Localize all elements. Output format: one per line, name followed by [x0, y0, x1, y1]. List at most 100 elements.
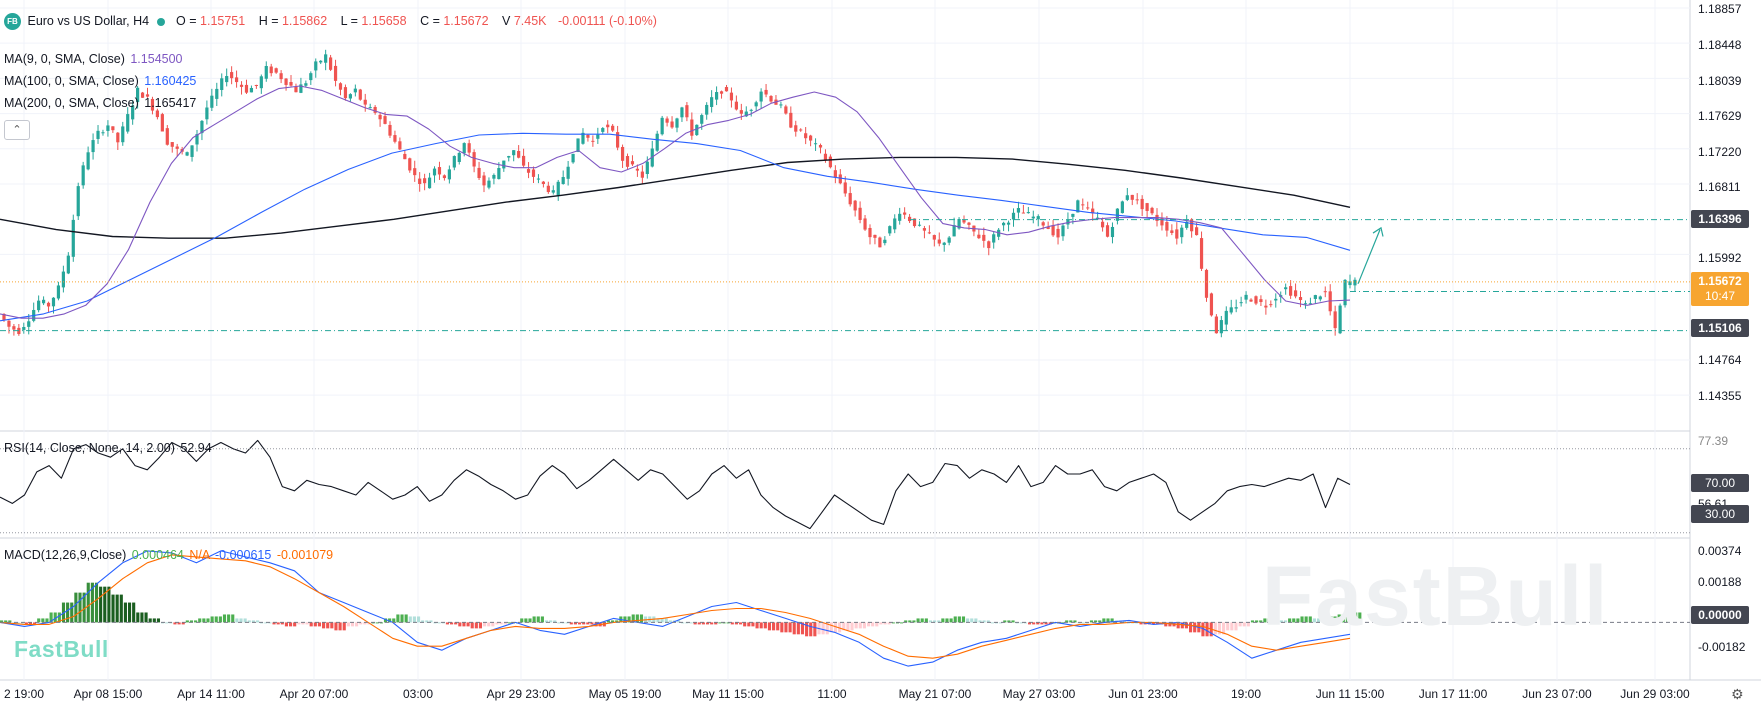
macd-hist-bar: [1358, 612, 1362, 623]
candle-body: [403, 153, 407, 160]
macd-hist-bar: [1180, 622, 1184, 629]
symbol-icon: FB: [4, 13, 21, 30]
candle-body: [462, 143, 466, 154]
macd-hist-bar: [520, 618, 524, 623]
candle-body: [398, 141, 402, 150]
symbol-title[interactable]: Euro vs US Dollar, H4: [27, 13, 150, 28]
gear-icon[interactable]: ⚙: [1731, 686, 1744, 702]
candle-body: [269, 66, 273, 74]
candle-body: [927, 232, 931, 234]
candle-body: [1214, 316, 1218, 334]
time-tick: Apr 08 15:00: [73, 687, 143, 701]
macd-hist-bar: [12, 622, 16, 624]
macd-hist-bar: [792, 622, 796, 635]
macd-hist-bar: [1073, 620, 1077, 623]
macd-hist-bar: [999, 622, 1003, 624]
candle-body: [710, 97, 714, 107]
macd-hist-bar: [850, 622, 854, 631]
macd-hist-bar: [1329, 616, 1333, 623]
macd-hist-bar: [796, 622, 800, 635]
price-tick: 1.18039: [1698, 74, 1742, 88]
macd-hist-bar: [416, 616, 421, 623]
macd-hist-value: 0.000464: [131, 548, 184, 562]
candle-body: [12, 326, 16, 330]
ma200-line: [0, 156, 1351, 239]
candle-body: [1199, 238, 1204, 269]
macd-hist-bar: [734, 622, 738, 625]
symbol-legend: FB Euro vs US Dollar, H4 O = 1.15751 H =…: [4, 13, 657, 30]
candle-body: [546, 185, 550, 193]
macd-hist-bar: [383, 618, 388, 623]
candle-body: [1006, 222, 1011, 225]
candle-body: [1135, 199, 1139, 201]
macd-hist-bar: [623, 616, 627, 623]
macd-hist-bar: [140, 612, 144, 623]
macd-hist-bar: [198, 618, 202, 623]
ma9-value: 1.154500: [130, 52, 183, 66]
rsi-legend[interactable]: RSI(14, Close, None, 14, 2.00) 52.94: [4, 441, 212, 455]
ohlc-close-key: C: [420, 13, 430, 28]
candle-body: [1194, 227, 1199, 236]
candle-body: [611, 125, 615, 131]
candle-body: [789, 112, 793, 128]
candle-body: [556, 181, 560, 196]
macd-hist-bar: [821, 622, 825, 635]
candle-body: [863, 218, 867, 230]
candle-body: [423, 178, 427, 184]
candle-body: [363, 99, 367, 105]
macd-hist-bar: [1345, 614, 1349, 623]
ma9-line: [0, 85, 1351, 319]
macd-hist-bar: [350, 622, 355, 627]
macd-hist-bar: [1300, 616, 1304, 623]
macd-hist-bar: [866, 622, 871, 627]
macd-hist-bar: [1222, 622, 1226, 635]
macd-hist-bar: [1255, 620, 1259, 623]
macd-hist-bar: [577, 622, 582, 625]
macd-hist-bar: [838, 622, 842, 633]
ohlc-open-key: O: [176, 13, 186, 28]
chevron-up-icon[interactable]: ⌃: [4, 120, 30, 140]
macd-hist-bar: [1312, 618, 1316, 623]
candle-body: [675, 118, 679, 128]
candle-body: [106, 125, 110, 131]
macd-hist-bar: [1164, 622, 1168, 627]
macd-hist-bar: [1069, 620, 1073, 623]
candle-body: [264, 65, 268, 79]
macd-hist-bar: [144, 612, 148, 623]
candle-body: [1323, 291, 1327, 293]
ma9-legend[interactable]: MA(9, 0, SMA, Close) 1.154500: [4, 52, 183, 66]
macd-hist-bar: [400, 614, 404, 623]
macd-hist-bar: [189, 620, 194, 623]
macd-hist-bar: [177, 622, 181, 625]
macd-hist-bar: [338, 622, 342, 631]
macd-legend[interactable]: MACD(12,26,9,Close) 0.000464 N/A -0.0006…: [4, 548, 333, 562]
grid-lines: [0, 0, 1761, 681]
candle-body: [937, 239, 941, 244]
macd-hist-bar: [1321, 618, 1325, 623]
macd-hist-bar: [718, 622, 722, 624]
price-tick: 1.18448: [1698, 38, 1742, 52]
macd-hist-bar: [1155, 622, 1160, 625]
candle-body: [432, 168, 437, 176]
macd-hist-bar: [1308, 616, 1312, 623]
macd-hist-bar: [776, 622, 780, 631]
macd-hist-bar: [1110, 618, 1114, 623]
ma100-legend[interactable]: MA(100, 0, SMA, Close) 1.160425: [4, 74, 196, 88]
candle-body: [1274, 298, 1278, 301]
macd-hist-bar: [982, 620, 986, 623]
time-tick: 2 19:00: [3, 687, 45, 701]
time-tick: Apr 29 23:00: [486, 687, 556, 701]
macd-hist-bar: [450, 622, 454, 625]
ma200-legend[interactable]: MA(200, 0, SMA, Close) 1.165417: [4, 96, 196, 110]
macd-hist-bar: [355, 622, 359, 627]
volume-key: V: [502, 13, 511, 28]
price-tick: 1.16811: [1698, 180, 1741, 194]
macd-hist-bar: [1019, 622, 1023, 624]
candle-body: [1259, 299, 1263, 303]
candle-body: [903, 212, 907, 215]
candle-body: [734, 101, 738, 110]
macd-hist-bar: [487, 622, 491, 627]
time-tick: May 05 19:00: [588, 687, 662, 701]
candle-body: [779, 104, 783, 106]
